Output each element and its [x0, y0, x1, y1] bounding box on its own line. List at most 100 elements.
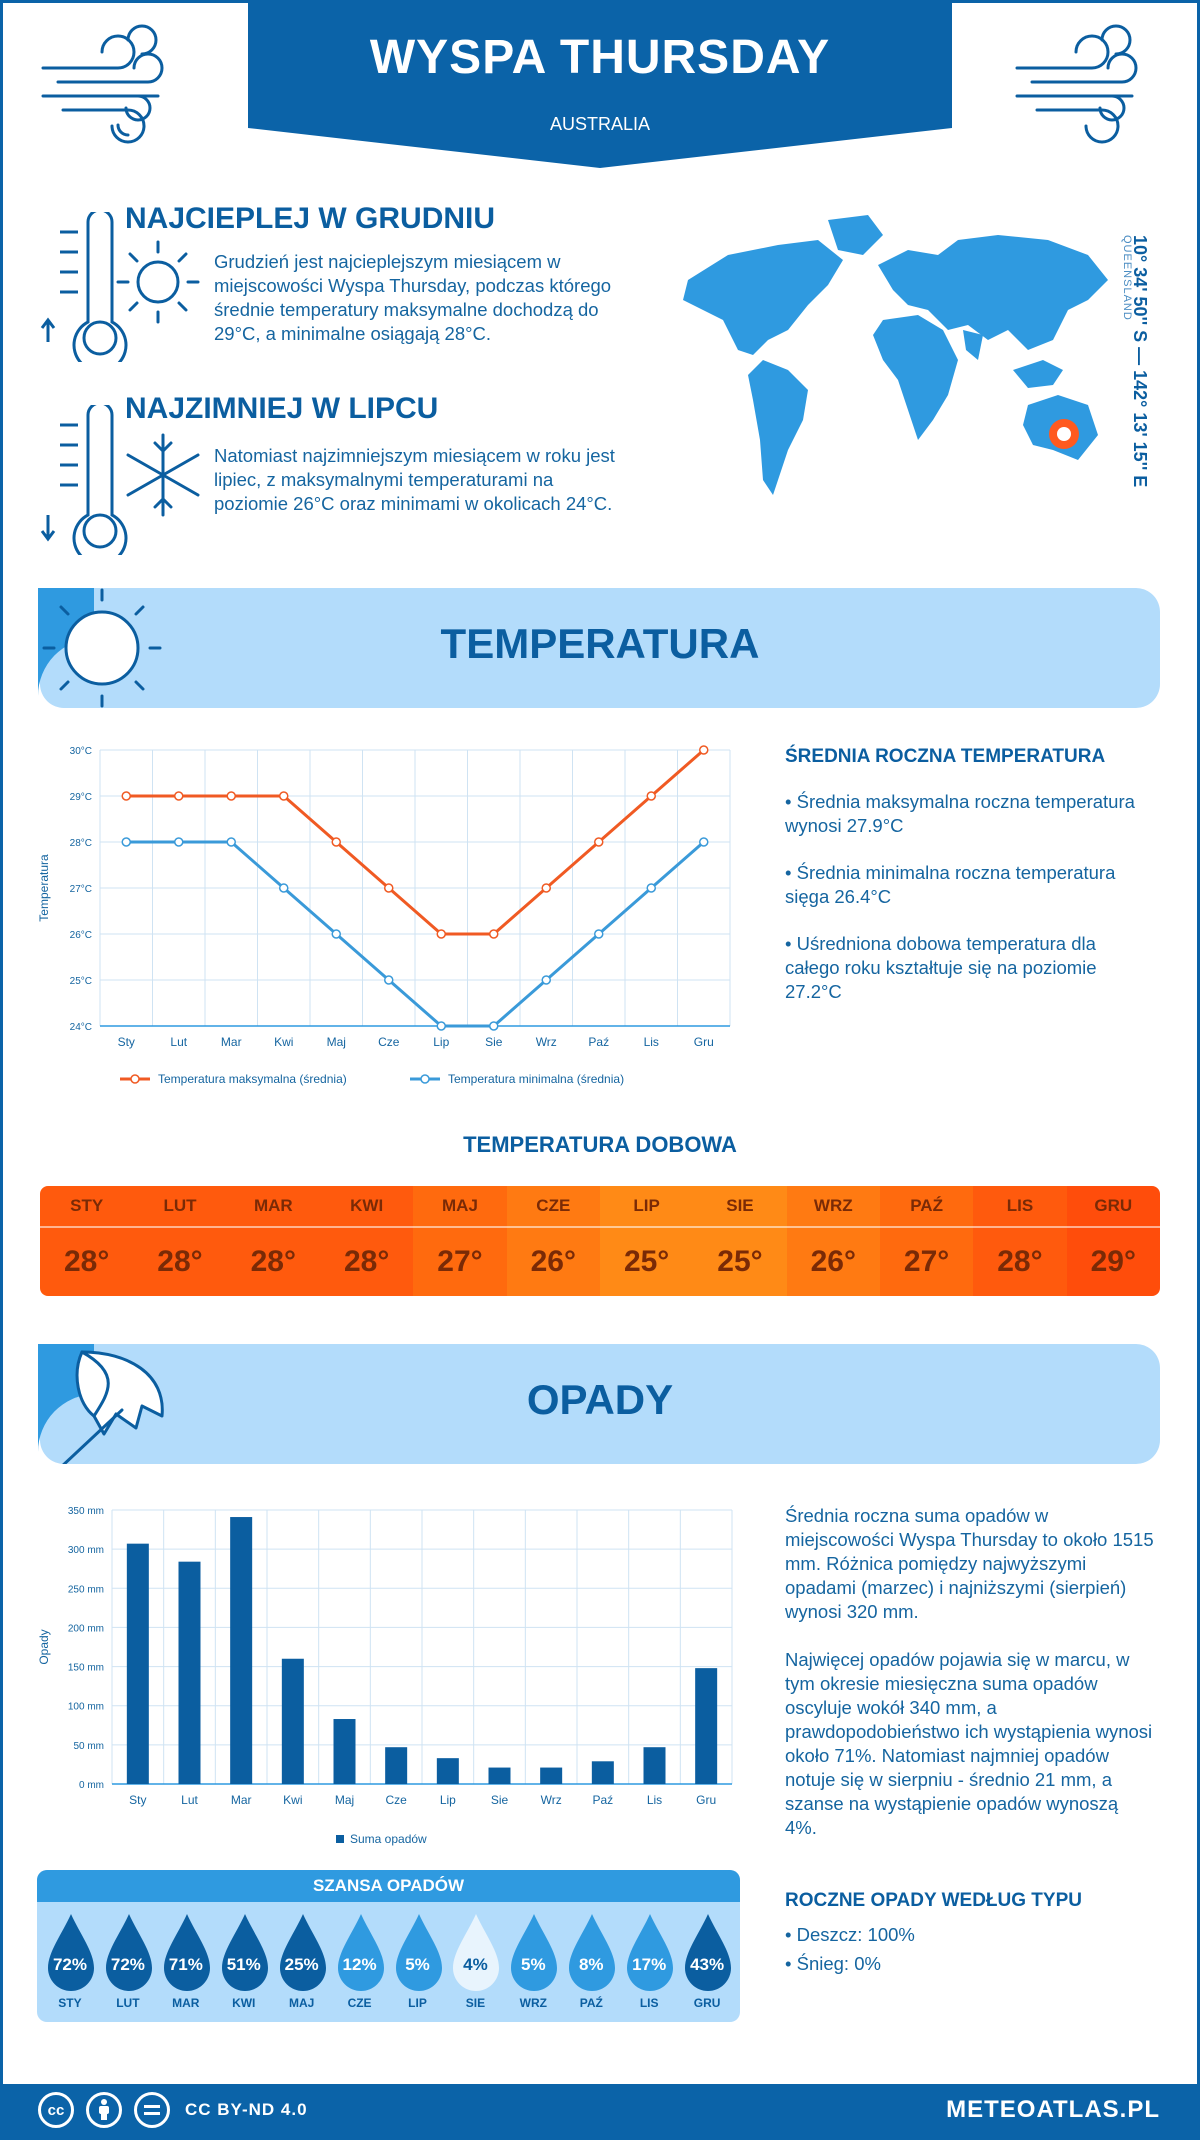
- daily-month-label: GRU: [1066, 1186, 1160, 1228]
- warmest-heading: NAJCIEPLEJ W GRUDNIU: [125, 202, 496, 235]
- data-point: [174, 791, 184, 801]
- raindrop-icon: [163, 1914, 210, 1991]
- raindrop-icon: [221, 1914, 268, 1991]
- precip-chance-item: 8% PAŹ: [562, 1902, 620, 2022]
- bar: [178, 1561, 201, 1784]
- data-point: [594, 837, 604, 847]
- bar: [230, 1517, 253, 1784]
- bar: [281, 1658, 304, 1784]
- coldest-heading: NAJZIMNIEJ W LIPCU: [125, 392, 439, 425]
- data-point: [279, 791, 289, 801]
- daily-temp-cell: LIS 28°: [973, 1186, 1067, 1296]
- data-point: [226, 837, 236, 847]
- raindrop-icon: [685, 1914, 732, 1991]
- x-tick-label: Lip: [433, 1035, 449, 1049]
- precip-chance-month: CZE: [347, 1996, 372, 2010]
- precipitation-section-title: OPADY: [526, 1376, 674, 1423]
- precip-chance-month: SIE: [465, 1996, 486, 2010]
- precip-chance-item: 51% KWI: [215, 1902, 273, 2022]
- x-tick-label: Wrz: [536, 1035, 557, 1049]
- daily-temp-cell: MAJ 27°: [413, 1186, 507, 1296]
- precip-chance-value: 5%: [521, 1955, 546, 1974]
- data-point: [699, 837, 709, 847]
- temperature-section-banner: TEMPERATURA: [38, 588, 1160, 708]
- data-point: [384, 975, 394, 985]
- x-tick-label: Lis: [644, 1035, 659, 1049]
- daily-month-label: LIP: [599, 1186, 694, 1228]
- x-tick-label: Paź: [588, 1035, 609, 1049]
- x-tick-label: Maj: [327, 1035, 346, 1049]
- sun-icon: [38, 588, 162, 708]
- precip-chance-value: 12%: [342, 1955, 377, 1974]
- precip-chance-item: 71% MAR: [157, 1902, 215, 2022]
- umbrella-rain-icon: [38, 1344, 164, 1464]
- daily-temp-value: 28°: [997, 1245, 1043, 1278]
- data-point: [594, 929, 604, 939]
- raindrop-icon: [453, 1914, 500, 1991]
- bar: [540, 1767, 563, 1784]
- daily-temp-value: 28°: [63, 1245, 110, 1278]
- bar: [385, 1747, 408, 1784]
- footer: cc CC BY-ND 4.0 METEOATLAS.PL: [0, 2084, 1200, 2140]
- precip-type-rain: • Deszcz: 100%: [785, 1924, 915, 1945]
- precip-chance-item: 5% LIP: [389, 1902, 447, 2022]
- legend-marker: [420, 1074, 430, 1084]
- precip-chance-value: 5%: [405, 1955, 430, 1974]
- site-link[interactable]: METEOATLAS.PL: [946, 2096, 1160, 2123]
- page-title: WYSPA THURSDAY: [369, 31, 831, 84]
- precip-chance-month: LIS: [639, 1996, 659, 2010]
- daily-temp-cell: GRU 29°: [1066, 1186, 1160, 1296]
- daily-temperature-table: STY 28° LUT 28° MAR 28° KWI 28° MAJ 27° CZE 26° LIP 2…: [40, 1186, 1160, 1296]
- y-tick-label: 26°C: [70, 930, 92, 941]
- daily-temp-cell: LIP 25°: [599, 1186, 694, 1296]
- precip-chance-item: 72% LUT: [99, 1902, 157, 2022]
- bar: [488, 1767, 511, 1784]
- daily-temp-value: 27°: [437, 1245, 483, 1278]
- y-tick-label: 24°C: [70, 1022, 92, 1033]
- precip-chance-value: 72%: [52, 1955, 87, 1974]
- bar: [591, 1761, 614, 1784]
- precip-chance-item: 72% STY: [41, 1902, 99, 2022]
- legend-label: Temperatura maksymalna (średnia): [158, 1072, 347, 1086]
- temperature-summary-item: • Uśredniona dobowa temperatura dla całe…: [785, 933, 1097, 1002]
- precipitation-chart: 0 mm 50 mm 100 mm 150 mm 200 mm 250 mm 300 mm 3…: [37, 1506, 733, 1846]
- daily-month-label: WRZ: [786, 1186, 880, 1228]
- daily-temp-value: 25°: [623, 1245, 670, 1278]
- y-tick-label: 350 mm: [68, 1506, 104, 1517]
- y-tick-label: 300 mm: [68, 1545, 104, 1556]
- x-tick-label: Sty: [129, 1793, 146, 1807]
- daily-temp-cell: PAŹ 27°: [879, 1186, 974, 1296]
- daily-temp-value: 27°: [903, 1245, 950, 1278]
- y-tick-label: 29°C: [70, 792, 92, 803]
- data-point: [331, 837, 341, 847]
- precip-chance-item: 12% CZE: [331, 1902, 389, 2022]
- nd-icon: [134, 2092, 170, 2128]
- by-icon: [86, 2092, 122, 2128]
- daily-temperature-title: TEMPERATURA DOBOWA: [463, 1132, 737, 1157]
- bar: [126, 1543, 149, 1784]
- data-point: [331, 929, 341, 939]
- x-tick-label: Sie: [485, 1035, 503, 1049]
- data-point: [489, 1021, 499, 1031]
- precipitation-summary-text: Średnia roczna suma opadów w miejscowośc…: [785, 1505, 1154, 1622]
- daily-temp-value: 26°: [530, 1245, 576, 1278]
- y-tick-label: 200 mm: [68, 1623, 104, 1634]
- precip-chance-value: 71%: [168, 1955, 203, 1974]
- daily-temp-cell: WRZ 26°: [786, 1186, 880, 1296]
- x-tick-label: Gru: [696, 1793, 716, 1807]
- precip-chance-item: 43% GRU: [678, 1902, 736, 2022]
- precip-chance-month: PAŹ: [579, 1996, 603, 2010]
- series-line: [126, 748, 705, 936]
- raindrop-icon: [511, 1914, 558, 1991]
- precip-chance-value: 8%: [578, 1955, 604, 1974]
- precip-chance-month: MAR: [172, 1996, 200, 2010]
- precip-chance-panel: SZANSA OPADÓW 72% STY 72% LUT 71% MAR 51% KWI 25…: [37, 1870, 740, 2022]
- precip-chance-month: GRU: [693, 1996, 721, 2010]
- precip-chance-month: WRZ: [519, 1996, 547, 2010]
- license-label: CC BY-ND 4.0: [185, 2100, 308, 2119]
- daily-month-label: PAŹ: [879, 1186, 974, 1228]
- precip-chance-value: 43%: [690, 1955, 725, 1974]
- wind-icon: [41, 24, 164, 144]
- x-tick-label: Maj: [335, 1793, 354, 1807]
- precip-type-heading: ROCZNE OPADY WEDŁUG TYPU: [785, 1890, 1082, 1911]
